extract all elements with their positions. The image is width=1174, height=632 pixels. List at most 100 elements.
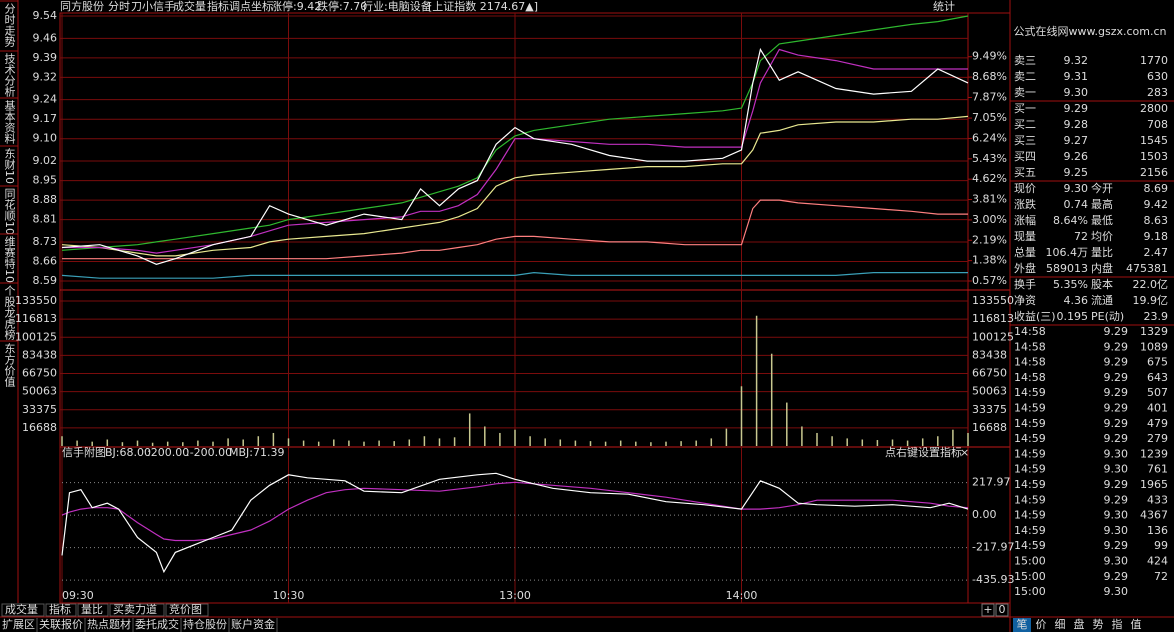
- zoom-button[interactable]: +: [983, 603, 992, 616]
- y-tick-label: 8.73: [33, 235, 58, 248]
- x-tick-label: 10:30: [273, 589, 305, 602]
- y-tick-label: 116813: [15, 312, 57, 325]
- toolbar-item[interactable]: 调点坐标: [229, 0, 273, 13]
- chart-tab[interactable]: 成交量: [5, 602, 38, 616]
- ask-price: 9.32: [1064, 54, 1089, 67]
- y2-tick-label: 7.05%: [972, 111, 1007, 124]
- bid-label: 买五: [1014, 166, 1036, 179]
- trade-price: 9.29: [1104, 325, 1129, 338]
- y-tick-label-right: 33375: [972, 403, 1007, 416]
- trade-volume: 675: [1147, 356, 1168, 369]
- stat-label: 总量: [1014, 245, 1036, 259]
- stat-value: 8.69: [1144, 182, 1169, 195]
- stat-value: 19.9亿: [1133, 294, 1169, 307]
- stat-value: 9.18: [1144, 230, 1169, 243]
- zoom-button[interactable]: 0: [999, 603, 1006, 616]
- series-line: [62, 199, 968, 260]
- bottom-tab[interactable]: 委托成交: [135, 617, 179, 631]
- bottom-tab[interactable]: 账户资金: [231, 617, 275, 631]
- indicator-hint[interactable]: 点右键设置指标: [885, 445, 962, 459]
- y-tick-label-right: 133550: [972, 294, 1014, 307]
- panel-tab[interactable]: 势: [1093, 618, 1104, 631]
- indicator-param: BJ:68.00: [105, 446, 151, 459]
- bottom-tab[interactable]: 扩展区: [2, 617, 35, 631]
- trade-volume: 401: [1147, 402, 1168, 415]
- y-tick-label: 9.39: [33, 51, 58, 64]
- side-tab[interactable]: 东财10: [3, 148, 16, 184]
- trade-time: 14:59: [1014, 478, 1046, 491]
- y-tick-label: 9.32: [33, 70, 58, 83]
- side-tab[interactable]: 个股龙虎榜: [3, 285, 16, 341]
- trade-volume: 507: [1147, 386, 1168, 399]
- series-line: [61, 481, 969, 542]
- chart-tab-box: [45, 603, 77, 617]
- panel-tab[interactable]: 价: [1036, 618, 1047, 631]
- side-tab[interactable]: 东方价值: [3, 343, 16, 388]
- stat-value: 8.63: [1144, 214, 1169, 227]
- stats-button[interactable]: 统计: [933, 0, 955, 13]
- stat-label: 现量: [1014, 230, 1036, 243]
- stat-value: 0.74: [1064, 198, 1089, 211]
- toolbar-item[interactable]: 指标: [207, 0, 229, 13]
- trade-time: 14:59: [1014, 417, 1046, 430]
- stat-value: 9.42: [1144, 198, 1169, 211]
- side-tab[interactable]: 维赛特10: [3, 236, 16, 283]
- panel-tab[interactable]: 盘: [1074, 617, 1085, 631]
- side-tab[interactable]: 分时走势: [3, 3, 16, 47]
- bottom-tab[interactable]: 持仓股份: [183, 617, 227, 631]
- y-tick-label: 33375: [22, 403, 57, 416]
- y-tick-label: 8.81: [33, 213, 58, 226]
- side-tab[interactable]: 同花顺10: [3, 188, 16, 235]
- y-tick-label: 100125: [15, 330, 57, 343]
- trade-price: 9.30: [1104, 463, 1129, 476]
- ask-label: 卖一: [1014, 86, 1036, 99]
- panel-tab[interactable]: 指: [1112, 617, 1123, 631]
- trade-price: 9.29: [1104, 402, 1129, 415]
- series-line: [61, 15, 969, 251]
- side-tab[interactable]: 技术分析: [3, 53, 16, 98]
- chart-tab[interactable]: 竞价图: [169, 602, 202, 616]
- y-tick-label: 8.59: [33, 274, 58, 287]
- indicator-param: MBJ:71.39: [229, 446, 284, 459]
- y-tick-label: 133550: [15, 294, 57, 307]
- trade-time: 14:58: [1014, 371, 1046, 384]
- x-tick-label: 13:00: [499, 589, 531, 602]
- trade-volume: 479: [1147, 417, 1168, 430]
- trade-time: 14:58: [1014, 340, 1046, 353]
- stat-value: 475381: [1126, 262, 1168, 275]
- side-tab[interactable]: 基本资料: [3, 100, 16, 145]
- y-tick-label: 217.97: [972, 476, 1011, 489]
- trade-volume: 424: [1147, 555, 1168, 568]
- toolbar-item[interactable]: 刀小信手: [131, 0, 175, 13]
- trade-price: 9.29: [1104, 570, 1129, 583]
- toolbar-item[interactable]: 分时: [108, 0, 130, 13]
- indicator-param: :200.00: [147, 446, 189, 459]
- y-tick-label: 8.95: [33, 174, 58, 187]
- trade-time: 14:59: [1014, 493, 1046, 506]
- toolbar-item[interactable]: 成交量: [173, 0, 206, 13]
- chart-tab[interactable]: 量比: [81, 603, 103, 616]
- panel-tab-active: [1013, 618, 1031, 632]
- series-line: [61, 47, 969, 265]
- trade-volume: 643: [1147, 371, 1168, 384]
- panel-tab[interactable]: 笔: [1017, 617, 1028, 631]
- limit-down: 跌停:7.70: [317, 0, 367, 13]
- panel-tab[interactable]: 细: [1055, 618, 1066, 631]
- bid-price: 9.26: [1064, 150, 1089, 163]
- y2-tick-label: 9.49%: [972, 50, 1007, 63]
- trade-price: 9.29: [1104, 432, 1129, 445]
- y-tick-label: 16688: [22, 421, 57, 434]
- chart-tab[interactable]: 买卖力道: [113, 602, 157, 616]
- bottom-tab[interactable]: 关联报价: [39, 617, 83, 631]
- y-tick-label-right: 50063: [972, 385, 1007, 398]
- indicator-close[interactable]: ×: [960, 446, 969, 459]
- bid-price: 9.28: [1064, 118, 1089, 131]
- panel-tab[interactable]: 值: [1131, 618, 1142, 631]
- y-tick-label: 9.17: [33, 112, 58, 125]
- ask-volume: 283: [1147, 86, 1168, 99]
- y-tick-label: 66750: [22, 367, 57, 380]
- bottom-tab[interactable]: 热点题材: [87, 617, 131, 631]
- chart-tab[interactable]: 指标: [49, 602, 71, 616]
- ask-label: 卖二: [1014, 70, 1036, 83]
